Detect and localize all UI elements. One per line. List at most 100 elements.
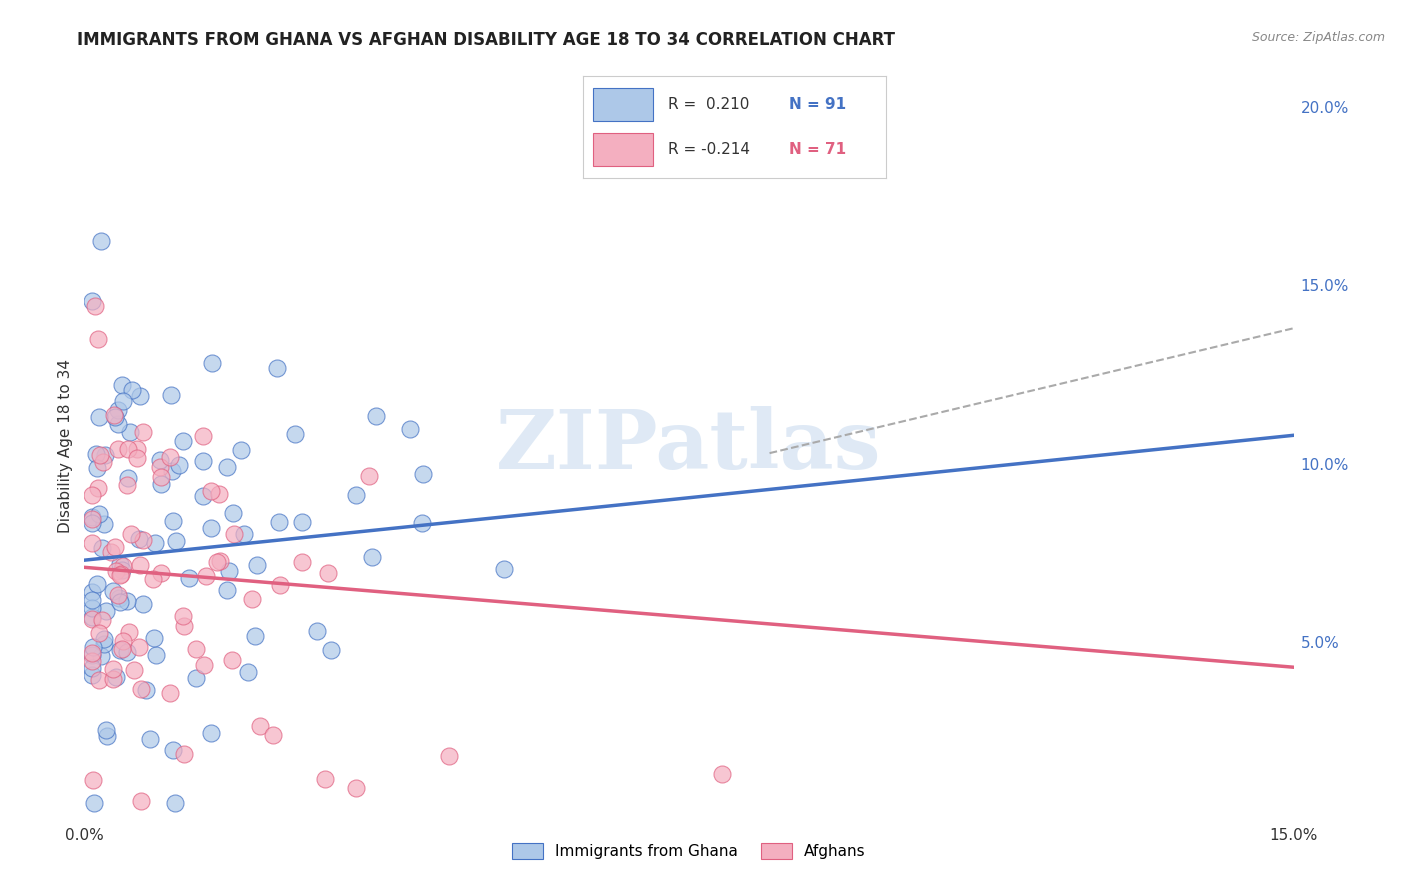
Point	[159, 686, 181, 700]
Point	[110, 643, 132, 657]
Point	[89, 626, 111, 640]
Point	[173, 747, 195, 761]
Point	[111, 633, 134, 648]
Point	[319, 643, 342, 657]
FancyBboxPatch shape	[592, 88, 652, 121]
Point	[143, 631, 166, 645]
Point	[82, 592, 104, 607]
Point	[90, 648, 112, 663]
Point	[87, 481, 110, 495]
Point	[314, 772, 336, 786]
Point	[193, 657, 215, 672]
Point	[115, 477, 138, 491]
Point	[194, 568, 217, 582]
Point	[222, 506, 245, 520]
Point	[221, 653, 243, 667]
Point	[291, 515, 314, 529]
Point	[127, 442, 149, 457]
Point	[91, 455, 114, 469]
Point	[87, 673, 110, 688]
Point	[117, 442, 139, 456]
Point	[82, 509, 104, 524]
Point	[128, 558, 150, 572]
Point	[492, 562, 515, 576]
Point	[160, 387, 183, 401]
Point	[167, 458, 190, 472]
Point	[229, 442, 252, 457]
Point	[111, 559, 134, 574]
Point	[121, 526, 143, 541]
Point	[162, 464, 184, 478]
Point	[240, 592, 263, 607]
Point	[93, 632, 115, 646]
Point	[110, 566, 132, 581]
FancyBboxPatch shape	[592, 133, 652, 166]
Point	[82, 294, 104, 309]
Point	[184, 641, 207, 656]
Point	[108, 557, 131, 571]
Point	[145, 536, 167, 550]
Point	[91, 541, 114, 555]
Point	[94, 604, 117, 618]
Point	[131, 794, 153, 808]
Point	[344, 488, 367, 502]
Point	[118, 425, 141, 439]
Point	[105, 670, 128, 684]
Point	[110, 594, 132, 608]
Point	[149, 452, 172, 467]
Point	[236, 665, 259, 679]
Point	[165, 534, 187, 549]
Text: R = -0.214: R = -0.214	[668, 142, 751, 157]
Point	[93, 516, 115, 531]
Point	[96, 729, 118, 743]
Point	[200, 521, 222, 535]
Point	[101, 672, 124, 686]
Point	[411, 516, 433, 531]
Text: R =  0.210: R = 0.210	[668, 97, 749, 112]
Point	[87, 507, 110, 521]
Point	[128, 532, 150, 546]
Point	[87, 333, 110, 347]
Point	[105, 564, 128, 578]
Point	[117, 645, 139, 659]
Point	[121, 383, 143, 397]
Point	[111, 564, 134, 578]
Point	[82, 511, 104, 525]
Point	[200, 726, 222, 740]
Point	[111, 378, 134, 392]
Point	[115, 593, 138, 607]
Point	[344, 781, 367, 796]
Point	[84, 447, 107, 461]
Point	[132, 597, 155, 611]
Point	[173, 619, 195, 633]
Point	[107, 403, 129, 417]
Point	[207, 556, 229, 570]
Point	[149, 460, 172, 475]
Point	[82, 516, 104, 530]
Point	[82, 772, 104, 787]
Point	[91, 613, 114, 627]
Point	[139, 731, 162, 746]
Point	[172, 434, 194, 449]
Point	[94, 723, 117, 738]
Point	[163, 796, 186, 810]
Point	[82, 601, 104, 615]
Legend: Immigrants from Ghana, Afghans: Immigrants from Ghana, Afghans	[506, 838, 872, 865]
Point	[107, 417, 129, 432]
Point	[249, 719, 271, 733]
Point	[291, 555, 314, 569]
Point	[104, 540, 127, 554]
Point	[364, 409, 387, 423]
Point	[131, 533, 153, 547]
Point	[246, 558, 269, 573]
Point	[129, 682, 152, 697]
Point	[399, 422, 422, 436]
Point	[82, 488, 104, 502]
Point	[162, 515, 184, 529]
Point	[89, 449, 111, 463]
Point	[262, 728, 284, 742]
Point	[267, 515, 290, 529]
Point	[83, 796, 105, 810]
Point	[266, 360, 288, 375]
Point	[269, 578, 291, 592]
